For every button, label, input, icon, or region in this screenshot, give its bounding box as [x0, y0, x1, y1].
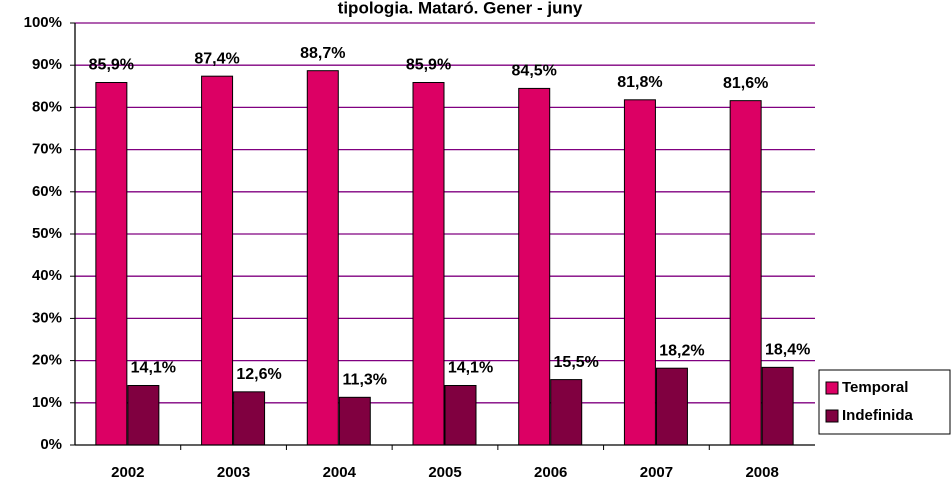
x-tick-label: 2004 — [323, 464, 357, 481]
legend-swatch — [825, 409, 839, 423]
value-label: 11,3% — [343, 372, 387, 389]
value-label: 88,7% — [300, 45, 345, 62]
bar — [127, 384, 160, 446]
value-label: 18,4% — [765, 342, 810, 359]
bar — [233, 391, 266, 446]
x-tick-label: 2006 — [534, 464, 567, 481]
y-tick-label: 80% — [32, 98, 62, 115]
value-label: 18,2% — [659, 342, 704, 359]
bar — [412, 82, 445, 446]
value-label: 85,9% — [406, 57, 451, 74]
bar — [761, 366, 794, 446]
bar — [338, 396, 371, 446]
y-tick-label: 60% — [32, 183, 62, 200]
bar — [306, 70, 339, 446]
bar — [655, 367, 688, 446]
chart-title: tipologia. Mataró. Gener - juny — [338, 0, 583, 17]
legend-label: Temporal — [842, 379, 908, 396]
y-tick-label: 20% — [32, 352, 62, 369]
value-label: 84,5% — [512, 63, 557, 80]
y-tick-label: 0% — [40, 436, 62, 453]
y-tick-label: 30% — [32, 309, 62, 326]
bar — [95, 82, 128, 446]
y-tick-label: 10% — [32, 394, 62, 411]
x-tick-label: 2003 — [217, 464, 250, 481]
y-tick-label: 50% — [32, 225, 62, 242]
value-label: 14,1% — [131, 360, 176, 377]
x-tick-label: 2008 — [745, 464, 778, 481]
y-tick-label: 100% — [24, 14, 62, 31]
y-tick-label: 90% — [32, 56, 62, 73]
value-label: 81,8% — [617, 74, 662, 91]
value-label: 87,4% — [194, 50, 239, 67]
bar — [201, 75, 234, 446]
value-label: 81,6% — [723, 75, 768, 92]
y-tick-label: 70% — [32, 141, 62, 158]
legend-label: Indefinida — [842, 407, 913, 424]
x-tick-label: 2005 — [428, 464, 461, 481]
y-tick-label: 40% — [32, 267, 62, 284]
value-label: 14,1% — [448, 360, 493, 377]
legend-swatch — [825, 381, 839, 395]
value-label: 15,5% — [554, 354, 599, 371]
value-label: 85,9% — [89, 57, 134, 74]
bar — [623, 99, 656, 446]
legend-box — [818, 369, 951, 435]
x-tick-label: 2007 — [640, 464, 673, 481]
bar — [550, 379, 583, 446]
bar — [518, 87, 551, 446]
value-label: 12,6% — [236, 366, 281, 383]
bar — [444, 384, 477, 446]
bar — [729, 100, 762, 446]
x-tick-label: 2002 — [111, 464, 144, 481]
